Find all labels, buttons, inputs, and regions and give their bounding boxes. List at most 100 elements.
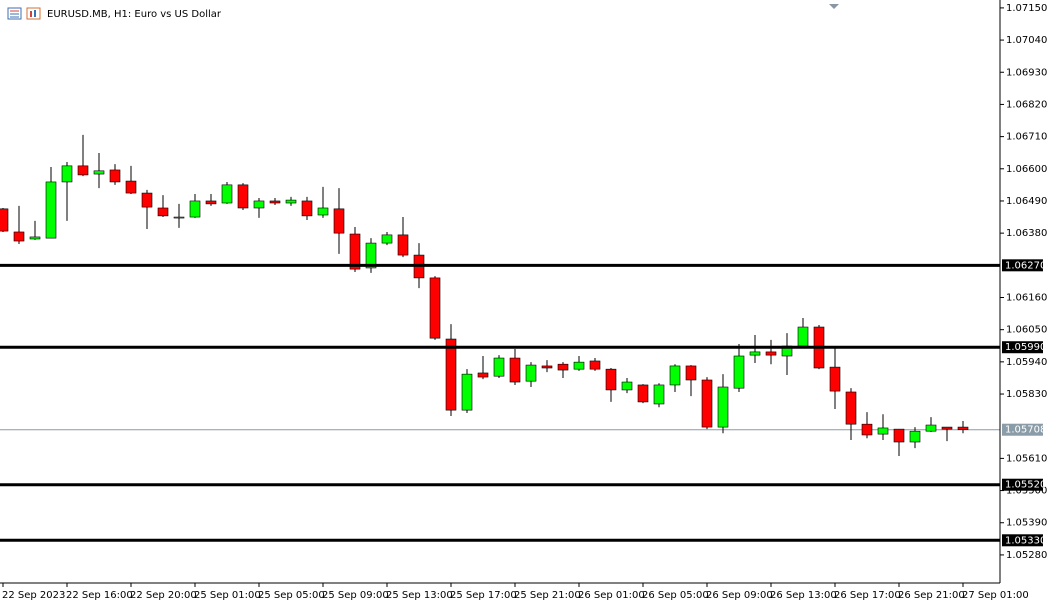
level-label: 1.05330	[1005, 535, 1046, 546]
y-tick-label: 1.05390	[1006, 518, 1047, 529]
candle-body	[157, 207, 169, 217]
candle-body	[301, 200, 313, 217]
candle-body	[349, 233, 361, 270]
candle-body	[205, 200, 217, 205]
candle-body	[381, 234, 393, 244]
plot	[0, 134, 1000, 542]
x-tick-label: 26 Sep 01:00	[578, 590, 645, 601]
candle-body	[765, 351, 777, 356]
candle-body	[93, 170, 105, 175]
candle-body	[893, 428, 905, 443]
x-tick-label: 25 Sep 17:00	[450, 590, 517, 601]
candle-body	[493, 357, 505, 377]
y-tick-label: 1.05610	[1006, 453, 1047, 464]
candle-body	[925, 424, 937, 432]
x-tick-label: 25 Sep 13:00	[386, 590, 453, 601]
y-tick-label: 1.06160	[1006, 292, 1047, 303]
y-tick-label: 1.06380	[1006, 228, 1047, 239]
candle-body	[861, 423, 873, 436]
candle-body	[541, 365, 553, 369]
shift-marker	[829, 4, 839, 9]
candle-body	[221, 184, 233, 204]
candle-body	[685, 365, 697, 381]
symbol-icons	[7, 7, 41, 20]
candle-body	[653, 384, 665, 405]
icon	[26, 7, 41, 20]
candle-body	[957, 426, 969, 431]
candle-body	[909, 430, 921, 443]
candle-body	[269, 200, 281, 204]
candle-body	[333, 208, 345, 234]
candle-body	[829, 366, 841, 392]
x-tick-label: 25 Sep 01:00	[194, 590, 261, 601]
candle-body	[365, 242, 377, 269]
candle-body	[285, 199, 297, 204]
candle-body	[477, 372, 489, 378]
candle-body	[0, 208, 9, 232]
candle-body	[845, 391, 857, 425]
candle-body	[13, 231, 25, 242]
candle-body	[557, 363, 569, 371]
level-label-box	[1002, 534, 1043, 547]
level-label-box	[1002, 341, 1043, 354]
chart-title: EURUSD.MB, H1: Euro vs US Dollar	[47, 9, 222, 20]
candle-body	[189, 200, 201, 218]
candle-body	[461, 373, 473, 411]
candle-body	[141, 192, 153, 208]
y-tick-label: 1.06490	[1006, 196, 1047, 207]
candle-body	[525, 364, 537, 382]
x-tick-label: 27 Sep 01:00	[962, 590, 1029, 601]
icon-bar	[30, 11, 32, 17]
candle-body	[749, 351, 761, 356]
y-tick-label: 1.05280	[1006, 550, 1047, 561]
candle-body	[77, 165, 89, 176]
y-tick-label: 1.06600	[1006, 164, 1047, 175]
y-tick-label: 1.05830	[1006, 389, 1047, 400]
x-tick-label: 22 Sep 16:00	[66, 590, 133, 601]
x-tick-label: 22 Sep 2023	[2, 590, 65, 601]
x-tick-label: 25 Sep 05:00	[258, 590, 325, 601]
candle-body	[877, 427, 889, 435]
y-tick-label: 1.05940	[1006, 357, 1047, 368]
level-label-box	[1002, 478, 1043, 491]
candle-body	[397, 234, 409, 256]
x-tick-label: 26 Sep 13:00	[770, 590, 837, 601]
x-tick-label: 26 Sep 17:00	[834, 590, 901, 601]
candle-body	[701, 379, 713, 428]
candle-body	[941, 426, 953, 430]
candle-body	[733, 355, 745, 389]
candle-body	[797, 326, 809, 347]
candle-body	[669, 365, 681, 386]
level-label: 1.06270	[1005, 260, 1046, 271]
y-tick-label: 1.06820	[1006, 99, 1047, 110]
y-tick-label: 1.06050	[1006, 325, 1047, 336]
candle-body	[173, 216, 185, 219]
x-tick-label: 26 Sep 05:00	[642, 590, 709, 601]
x-tick-label: 22 Sep 20:00	[130, 590, 197, 601]
candle-body	[125, 180, 137, 194]
candle-body	[605, 368, 617, 391]
current-price-box	[1002, 423, 1043, 436]
candle-body	[429, 277, 441, 339]
candle-body	[573, 361, 585, 370]
icon-bar	[34, 10, 36, 17]
candle-body	[445, 338, 457, 411]
y-tick-label: 1.06710	[1006, 132, 1047, 143]
level-label-box	[1002, 259, 1043, 272]
candle-body	[637, 384, 649, 403]
candle-body	[237, 184, 249, 209]
candle-body	[29, 236, 41, 240]
candle-body	[589, 360, 601, 370]
current-price-label: 1.05708	[1005, 425, 1046, 436]
y-tick-label: 1.07040	[1006, 35, 1047, 46]
level-label: 1.05520	[1005, 480, 1046, 491]
y-tick-label: 1.05500	[1006, 486, 1047, 497]
x-tick-label: 26 Sep 09:00	[706, 590, 773, 601]
x-tick-label: 25 Sep 21:00	[514, 590, 581, 601]
candle-body	[317, 207, 329, 216]
x-tick-label: 25 Sep 09:00	[322, 590, 389, 601]
candle-body	[61, 165, 73, 183]
level-label: 1.05990	[1005, 342, 1046, 353]
